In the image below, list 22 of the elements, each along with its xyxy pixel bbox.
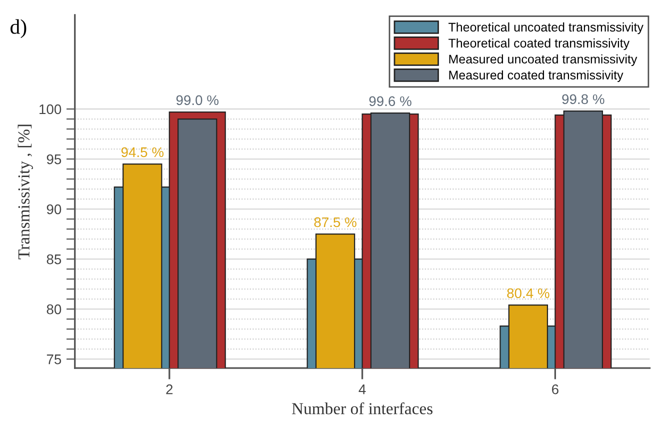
- x-tick-label: 2: [166, 384, 173, 394]
- legend-label: Theoretical coated transmissivity: [448, 38, 630, 50]
- data-label: 99.8 %: [562, 94, 604, 104]
- text: d): [10, 19, 26, 38]
- data-label: 99.6 %: [369, 96, 412, 106]
- y-tick-label: 90: [46, 204, 62, 214]
- data-label: 80.4 %: [507, 288, 550, 298]
- legend-label: Measured coated transmissivity: [449, 70, 624, 82]
- data-label: 87.5 %: [314, 217, 356, 228]
- y-tick-label: 100: [40, 104, 62, 114]
- y-tick-label: 95: [46, 154, 62, 164]
- x-axis-title: Number of interfaces: [292, 402, 432, 414]
- y-tick-label: 85: [46, 254, 62, 264]
- data-label: 94.5 %: [121, 147, 164, 158]
- x-tick-label: 6: [552, 384, 558, 394]
- legend-label: Theoretical uncoated transmissivity: [448, 22, 644, 34]
- data-label: 99.0 %: [176, 95, 218, 106]
- y-axis-title: Transmissivity , [%]: [18, 124, 33, 260]
- legend-label: Measured uncoated transmissivity: [449, 54, 638, 66]
- x-tick-label: 4: [358, 384, 366, 394]
- y-tick-label: 75: [46, 354, 62, 364]
- y-tick-label: 80: [46, 304, 62, 314]
